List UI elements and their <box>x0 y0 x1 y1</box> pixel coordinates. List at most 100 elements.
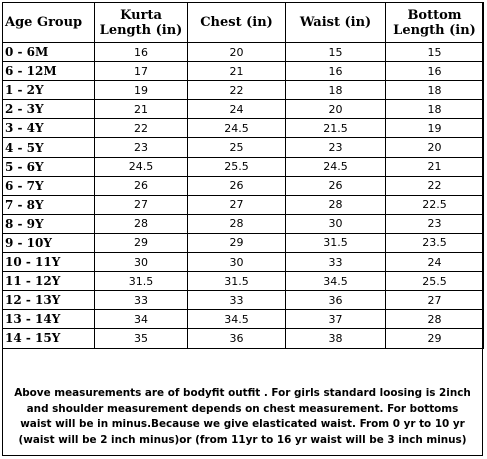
table-row: 3 - 4Y 22 24.5 21.5 19 <box>2 118 484 139</box>
size-chart: Age Group Kurta Length (in) Chest (in) W… <box>2 2 484 456</box>
waist-cell: 37 <box>285 309 386 330</box>
table-row: 2 - 3Y 21 24 20 18 <box>2 99 484 120</box>
waist-cell: 36 <box>285 290 386 311</box>
chest-cell: 33 <box>187 290 286 311</box>
waist-cell: 15 <box>285 41 386 63</box>
table-row: 13 - 14Y 34 34.5 37 28 <box>2 309 484 330</box>
waist-cell: 20 <box>285 99 386 120</box>
kurta-length-cell: 16 <box>94 41 188 63</box>
age-group-cell: 5 - 6Y <box>2 156 95 177</box>
chest-cell: 25.5 <box>187 156 286 177</box>
age-group-cell: 12 - 13Y <box>2 290 95 311</box>
chest-cell: 30 <box>187 252 286 273</box>
chest-cell: 36 <box>187 328 286 349</box>
chest-cell: 31.5 <box>187 271 286 292</box>
waist-cell: 31.5 <box>285 232 386 254</box>
bottom-length-cell: 20 <box>385 137 484 158</box>
chest-cell: 22 <box>187 80 286 101</box>
age-group-cell: 4 - 5Y <box>2 137 95 158</box>
table-row: 0 - 6M 16 20 15 15 <box>2 41 484 63</box>
kurta-length-cell: 34 <box>94 309 188 330</box>
waist-cell: 23 <box>285 137 386 158</box>
age-group-cell: 11 - 12Y <box>2 271 95 292</box>
bottom-length-cell: 27 <box>385 290 484 311</box>
header-bottom-length: Bottom Length (in) <box>385 2 484 43</box>
age-group-cell: 3 - 4Y <box>2 118 95 139</box>
kurta-length-cell: 26 <box>94 175 188 196</box>
header-chest: Chest (in) <box>187 2 286 43</box>
age-group-cell: 6 - 12M <box>2 61 95 82</box>
kurta-length-cell: 23 <box>94 137 188 158</box>
kurta-length-cell: 21 <box>94 99 188 120</box>
table-row: 8 - 9Y 28 28 30 23 <box>2 213 484 234</box>
table-row: 10 - 11Y 30 30 33 24 <box>2 252 484 273</box>
bottom-length-cell: 28 <box>385 309 484 330</box>
kurta-length-cell: 35 <box>94 328 188 349</box>
table-row: 5 - 6Y 24.5 25.5 24.5 21 <box>2 156 484 177</box>
table-row: 14 - 15Y 35 36 38 29 <box>2 328 484 349</box>
age-group-cell: 8 - 9Y <box>2 213 95 234</box>
bottom-length-cell: 18 <box>385 80 484 101</box>
bottom-length-cell: 23.5 <box>385 232 484 254</box>
kurta-length-cell: 24.5 <box>94 156 188 177</box>
age-group-cell: 6 - 7Y <box>2 175 95 196</box>
chest-cell: 34.5 <box>187 309 286 330</box>
kurta-length-cell: 33 <box>94 290 188 311</box>
table-row: 6 - 7Y 26 26 26 22 <box>2 175 484 196</box>
chest-cell: 26 <box>187 175 286 196</box>
age-group-cell: 14 - 15Y <box>2 328 95 349</box>
measurement-note: Above measurements are of bodyfit outfit… <box>14 387 471 446</box>
age-group-cell: 0 - 6M <box>2 41 95 63</box>
waist-cell: 18 <box>285 80 386 101</box>
kurta-length-cell: 28 <box>94 213 188 234</box>
table-row: 9 - 10Y 29 29 31.5 23.5 <box>2 232 484 254</box>
chest-cell: 20 <box>187 41 286 63</box>
bottom-length-cell: 18 <box>385 99 484 120</box>
kurta-length-cell: 22 <box>94 118 188 139</box>
bottom-length-cell: 24 <box>385 252 484 273</box>
header-age-group: Age Group <box>2 2 95 43</box>
kurta-length-cell: 19 <box>94 80 188 101</box>
waist-cell: 16 <box>285 61 386 82</box>
chest-cell: 21 <box>187 61 286 82</box>
waist-cell: 21.5 <box>285 118 386 139</box>
waist-cell: 38 <box>285 328 386 349</box>
table-row: 4 - 5Y 23 25 23 20 <box>2 137 484 158</box>
header-row: Age Group Kurta Length (in) Chest (in) W… <box>2 2 484 43</box>
kurta-length-cell: 30 <box>94 252 188 273</box>
kurta-length-cell: 17 <box>94 61 188 82</box>
chest-cell: 25 <box>187 137 286 158</box>
age-group-cell: 2 - 3Y <box>2 99 95 120</box>
chest-cell: 24 <box>187 99 286 120</box>
size-table: Age Group Kurta Length (in) Chest (in) W… <box>2 2 484 349</box>
bottom-length-cell: 25.5 <box>385 271 484 292</box>
age-group-cell: 9 - 10Y <box>2 232 95 254</box>
waist-cell: 30 <box>285 213 386 234</box>
table-row: 1 - 2Y 19 22 18 18 <box>2 80 484 101</box>
header-waist: Waist (in) <box>285 2 386 43</box>
bottom-length-cell: 29 <box>385 328 484 349</box>
chest-cell: 27 <box>187 194 286 215</box>
waist-cell: 24.5 <box>285 156 386 177</box>
header-kurta-length: Kurta Length (in) <box>94 2 188 43</box>
table-body: 0 - 6M 16 20 15 15 6 - 12M 17 21 16 16 1 - 2Y 19 22 1… <box>2 41 484 349</box>
kurta-length-cell: 27 <box>94 194 188 215</box>
bottom-length-cell: 19 <box>385 118 484 139</box>
waist-cell: 33 <box>285 252 386 273</box>
waist-cell: 34.5 <box>285 271 386 292</box>
table-row: 7 - 8Y 27 27 28 22.5 <box>2 194 484 215</box>
age-group-cell: 7 - 8Y <box>2 194 95 215</box>
table-row: 12 - 13Y 33 33 36 27 <box>2 290 484 311</box>
kurta-length-cell: 31.5 <box>94 271 188 292</box>
bottom-length-cell: 23 <box>385 213 484 234</box>
bottom-length-cell: 22 <box>385 175 484 196</box>
chest-cell: 24.5 <box>187 118 286 139</box>
bottom-length-cell: 21 <box>385 156 484 177</box>
bottom-length-cell: 15 <box>385 41 484 63</box>
chest-cell: 28 <box>187 213 286 234</box>
age-group-cell: 10 - 11Y <box>2 252 95 273</box>
table-row: 11 - 12Y 31.5 31.5 34.5 25.5 <box>2 271 484 292</box>
kurta-length-cell: 29 <box>94 232 188 254</box>
chest-cell: 29 <box>187 232 286 254</box>
waist-cell: 28 <box>285 194 386 215</box>
